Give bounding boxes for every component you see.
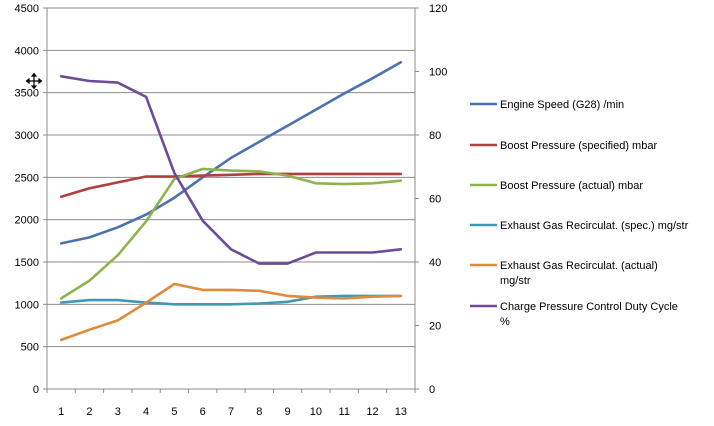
axes <box>43 7 419 393</box>
y-right-tick-label: 100 <box>429 67 447 79</box>
y-right-tick-label: 60 <box>429 194 441 206</box>
series-line-1 <box>59 60 403 245</box>
y-left-tick-label: 1500 <box>15 257 39 269</box>
y-left-tick-label: 4000 <box>15 45 39 57</box>
x-tick-label: 2 <box>86 406 92 418</box>
series-line-6 <box>59 75 403 265</box>
legend-label: Boost Pressure (specified) mbar <box>500 140 657 152</box>
legend-label: % <box>500 316 510 328</box>
y-left-tick-label: 3500 <box>15 88 39 100</box>
x-tick-label: 11 <box>339 406 350 418</box>
move-cursor-icon <box>24 71 44 91</box>
legend-label: Exhaust Gas Recirculat. (spec.) mg/str <box>500 220 689 232</box>
x-tick-label: 7 <box>228 406 234 418</box>
y-left-tick-label: 0 <box>33 384 39 396</box>
legend-label: Boost Pressure (actual) mbar <box>500 180 643 192</box>
y-right-tick-label: 120 <box>429 3 447 15</box>
y-left-tick-label: 2000 <box>15 215 39 227</box>
legend-label: Exhaust Gas Recirculat. (actual) <box>500 260 658 272</box>
legend-label: Engine Speed (G28) /min <box>500 99 624 111</box>
legend-label: mg/str <box>500 275 531 287</box>
x-tick-label: 4 <box>143 406 149 418</box>
x-tick-label: 1 <box>58 406 64 418</box>
y-right-tick-label: 20 <box>429 321 441 333</box>
series-line-5 <box>59 282 403 342</box>
series-line-4 <box>59 294 403 306</box>
y-right-tick-label: 0 <box>429 384 435 396</box>
move-cursor-icon <box>24 71 44 91</box>
legend-label: Charge Pressure Control Duty Cycle <box>500 301 678 313</box>
y-right-tick-label: 80 <box>429 130 441 142</box>
legend: Engine Speed (G28) /min Boost Pressure (s… <box>470 99 689 328</box>
x-tick-label: 13 <box>395 406 407 418</box>
series-line-3 <box>59 167 403 300</box>
x-tick-label: 8 <box>256 406 262 418</box>
y-left-tick-label: 4500 <box>15 3 39 15</box>
series-lines <box>59 60 403 342</box>
y-left-tick-label: 1000 <box>15 299 39 311</box>
y-left-tick-label: 3000 <box>15 130 39 142</box>
x-tick-label: 5 <box>171 406 177 418</box>
x-tick-label: 6 <box>200 406 206 418</box>
x-tick-label: 3 <box>115 406 121 418</box>
y-right-tick-label: 40 <box>429 257 441 269</box>
x-tick-label: 12 <box>366 406 378 418</box>
series-line-2 <box>59 172 403 199</box>
y-left-tick-label: 500 <box>21 342 39 354</box>
x-tick-label: 9 <box>285 406 291 418</box>
x-tick-label: 10 <box>310 406 322 418</box>
tick-labels: 0 500 1000 1500 2000 2500 3000 3500 4000 4500 0 20 4… <box>15 3 448 418</box>
y-left-tick-label: 2500 <box>15 172 39 184</box>
